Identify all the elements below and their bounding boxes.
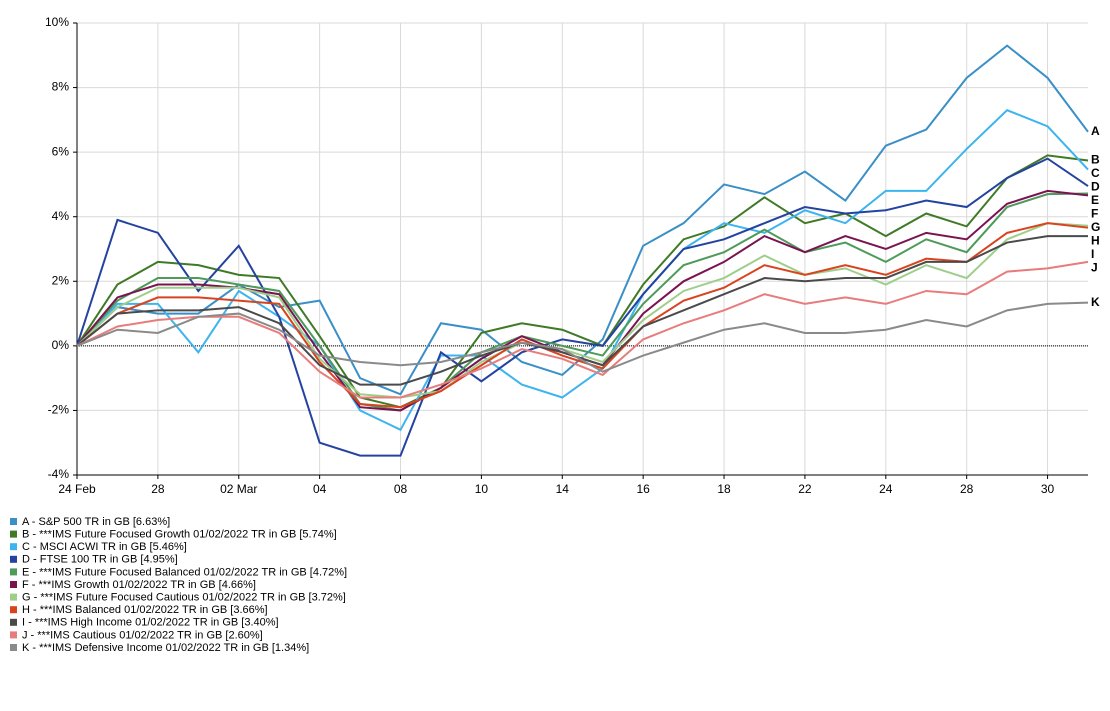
legend-label: K - ***IMS Defensive Income 01/02/2022 T… <box>22 642 309 654</box>
y-tick-label: 8% <box>52 80 70 94</box>
legend-swatch <box>10 631 17 639</box>
x-tick-label: 02 Mar <box>220 482 257 496</box>
x-tick-label: 10 <box>475 482 489 496</box>
series-line <box>76 192 1089 412</box>
y-tick-label: -2% <box>48 403 70 417</box>
y-tick-label: 2% <box>52 273 70 287</box>
x-tick-label: 04 <box>313 482 327 496</box>
x-tick-label: 14 <box>556 482 570 496</box>
legend: A - S&P 500 TR in GB [6.63%]B - ***IMS F… <box>10 516 347 654</box>
end-tag: A <box>1091 124 1100 138</box>
series-line <box>76 109 1089 432</box>
legend-label: B - ***IMS Future Focused Growth 01/02/2… <box>22 529 337 541</box>
legend-swatch <box>10 618 17 626</box>
y-tick-label: 6% <box>52 144 70 158</box>
legend-label: H - ***IMS Balanced 01/02/2022 TR in GB … <box>22 604 268 616</box>
end-tag: H <box>1091 234 1100 248</box>
legend-label: G - ***IMS Future Focused Cautious 01/02… <box>22 592 346 604</box>
series-line <box>76 301 1089 373</box>
legend-swatch <box>10 518 17 525</box>
end-tag: C <box>1091 166 1100 180</box>
y-tick-label: -4% <box>48 467 70 481</box>
legend-swatch <box>10 581 17 588</box>
y-tick-label: 10% <box>45 15 69 29</box>
x-tick-label: 28 <box>151 482 165 496</box>
series-line <box>76 260 1089 399</box>
series-line <box>76 222 1089 409</box>
end-tag: K <box>1091 295 1100 309</box>
end-tag: B <box>1091 153 1100 167</box>
x-tick-label: 30 <box>1041 482 1055 496</box>
legend-label: I - ***IMS High Income 01/02/2022 TR in … <box>22 617 279 629</box>
end-tag: G <box>1091 220 1100 234</box>
legend-label: E - ***IMS Future Focused Balanced 01/02… <box>22 566 347 578</box>
legend-label: C - MSCI ACWI TR in GB [5.46%] <box>22 541 187 553</box>
legend-swatch <box>10 644 17 651</box>
x-tick-label: 24 Feb <box>58 482 96 496</box>
x-tick-label: 18 <box>717 482 731 496</box>
legend-swatch <box>10 568 17 576</box>
x-tick-label: 22 <box>798 482 812 496</box>
y-tick-label: 4% <box>52 209 70 223</box>
legend-label: A - S&P 500 TR in GB [6.63%] <box>22 516 170 528</box>
x-tick-label: 08 <box>394 482 408 496</box>
legend-swatch <box>10 606 17 614</box>
legend-label: J - ***IMS Cautious 01/02/2022 TR in GB … <box>22 629 263 641</box>
series-line <box>76 222 1089 399</box>
end-tag: I <box>1091 247 1094 261</box>
legend-swatch <box>10 555 17 563</box>
legend-label: F - ***IMS Growth 01/02/2022 TR in GB [4… <box>22 579 256 591</box>
x-tick-label: 28 <box>960 482 974 496</box>
legend-swatch <box>10 530 17 538</box>
legend-swatch <box>10 543 17 551</box>
legend-swatch <box>10 593 17 601</box>
end-tag: E <box>1091 193 1099 207</box>
end-tag: F <box>1091 207 1098 221</box>
series-line <box>76 154 1089 409</box>
x-tick-label: 24 <box>879 482 893 496</box>
series-line <box>76 235 1088 386</box>
x-tick-label: 16 <box>636 482 650 496</box>
legend-label: D - FTSE 100 TR in GB [4.95%] <box>22 554 178 566</box>
end-tag: D <box>1091 180 1100 194</box>
y-tick-label: 0% <box>52 338 70 352</box>
series-line <box>76 157 1089 457</box>
end-tag: J <box>1091 261 1098 275</box>
